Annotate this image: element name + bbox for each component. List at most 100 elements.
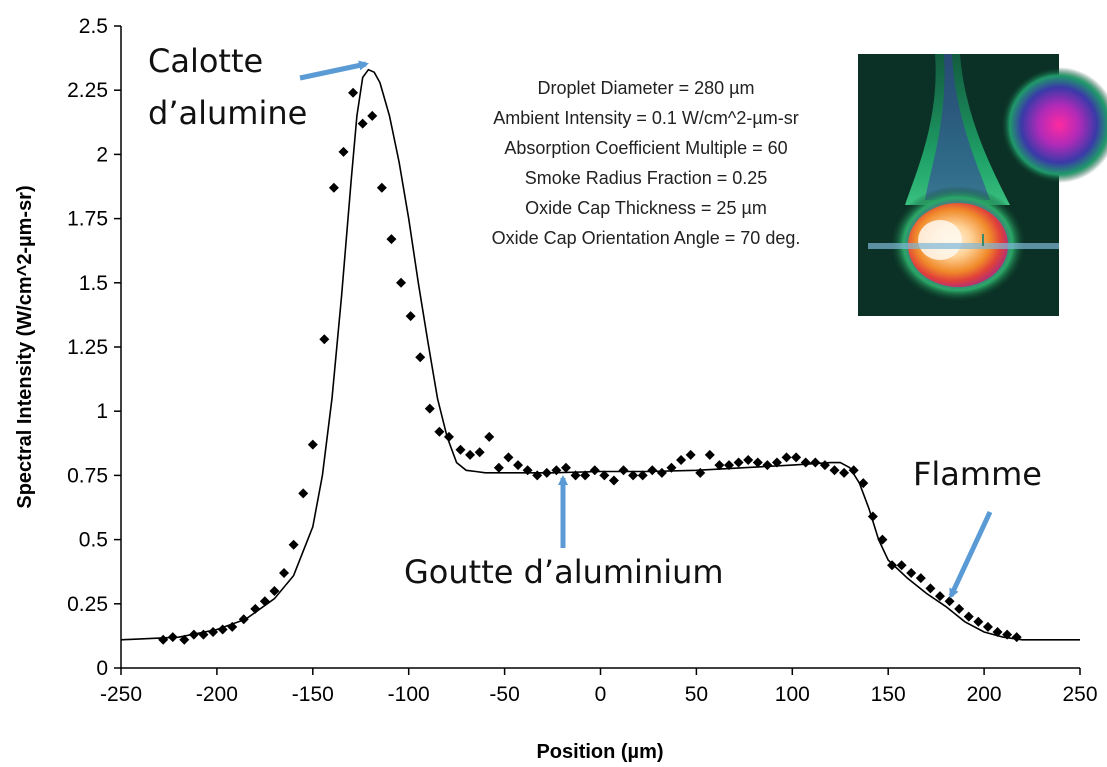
data-point	[208, 627, 219, 638]
x-axis-title: Position (µm)	[536, 741, 663, 763]
data-point	[179, 634, 190, 645]
y-tick-label: 2.5	[79, 15, 108, 38]
y-ticks: 0 0.25 0.5 0.75 1 1.25 1.5 1.75 2 2.25 2.5	[67, 15, 121, 680]
y-tick-label: 2.25	[67, 79, 108, 102]
data-point	[338, 146, 349, 157]
y-tick-label: 0	[96, 657, 108, 680]
param-smoke-radius-fraction: Smoke Radius Fraction = 0.25	[525, 168, 768, 188]
data-point	[348, 87, 359, 98]
data-point	[259, 596, 270, 607]
data-point	[560, 462, 571, 473]
annotations: Calotte d’alumine Goutte d’aluminium Fla…	[148, 42, 1042, 599]
data-point	[771, 457, 782, 468]
data-point	[915, 573, 926, 584]
data-point	[307, 439, 318, 450]
cap-label-line1: Calotte	[148, 42, 263, 80]
data-point	[839, 467, 850, 478]
param-oxide-cap-angle: Oxide Cap Orientation Angle = 70 deg.	[492, 228, 801, 248]
data-point	[666, 462, 677, 473]
flame-label: Flamme	[913, 455, 1042, 493]
data-point	[484, 431, 495, 442]
data-point	[934, 591, 945, 602]
data-point	[724, 460, 735, 471]
data-point	[944, 596, 955, 607]
data-point	[791, 452, 802, 463]
data-point	[493, 462, 504, 473]
x-ticks: -250 -200 -150 -100 -50 0 50 100 150 200 250	[100, 668, 1098, 706]
data-point	[896, 560, 907, 571]
data-point	[599, 470, 610, 481]
model-curve	[120, 68, 1080, 641]
data-point	[551, 465, 562, 476]
x-tick-label: 150	[871, 683, 906, 706]
x-tick-label: 250	[1062, 683, 1097, 706]
data-point	[656, 467, 667, 478]
data-point	[743, 454, 754, 465]
data-point	[733, 457, 744, 468]
x-tick-label: -250	[100, 683, 142, 706]
param-ambient-intensity: Ambient Intensity = 0.1 W/cm^2-µm-sr	[493, 108, 798, 128]
data-point	[963, 611, 974, 622]
data-point	[877, 534, 888, 545]
data-point	[503, 452, 514, 463]
data-point	[647, 465, 658, 476]
data-point	[357, 118, 368, 129]
data-point	[188, 629, 199, 640]
param-oxide-cap-thickness: Oxide Cap Thickness = 25 µm	[525, 198, 767, 218]
measured-points	[158, 87, 1022, 645]
x-tick-label: -150	[292, 683, 334, 706]
data-point	[1002, 629, 1013, 640]
data-point	[424, 403, 435, 414]
data-point	[522, 465, 533, 476]
data-point	[618, 465, 629, 476]
data-point	[376, 182, 387, 193]
cap-label-line2: d’alumine	[148, 94, 307, 132]
data-point	[367, 110, 378, 121]
data-point	[973, 616, 984, 627]
data-point	[465, 449, 476, 460]
data-point	[238, 614, 249, 625]
data-point	[848, 465, 859, 476]
data-point	[829, 465, 840, 476]
data-point	[608, 475, 619, 486]
data-point	[580, 470, 591, 481]
y-tick-label: 2	[96, 143, 108, 166]
data-point	[250, 603, 261, 614]
data-point	[887, 560, 898, 571]
data-point	[455, 444, 466, 455]
data-point	[443, 431, 454, 442]
data-point	[800, 457, 811, 468]
x-tick-label: 200	[967, 683, 1002, 706]
data-point	[396, 277, 407, 288]
data-point	[762, 460, 773, 471]
data-point	[819, 460, 830, 471]
data-point	[676, 454, 687, 465]
data-point	[513, 460, 524, 471]
parameter-block: Droplet Diameter = 280 µm Ambient Intens…	[492, 78, 801, 248]
y-tick-label: 0.5	[79, 529, 108, 552]
data-point	[637, 470, 648, 481]
data-point	[434, 426, 445, 437]
data-point	[198, 629, 209, 640]
y-axis-title: Spectral Intensity (W/cm^2-µm-sr)	[14, 185, 36, 508]
data-point	[628, 470, 639, 481]
flame-arrow	[948, 510, 993, 599]
x-tick-label: 0	[595, 683, 607, 706]
x-tick-label: -50	[489, 683, 519, 706]
x-tick-label: -100	[388, 683, 430, 706]
x-tick-label: 100	[775, 683, 810, 706]
x-tick-label: 50	[685, 683, 708, 706]
droplet-label: Goutte d’aluminium	[404, 553, 724, 591]
x-tick-label: -200	[196, 683, 238, 706]
data-point	[532, 470, 543, 481]
data-point	[992, 627, 1003, 638]
data-point	[474, 447, 485, 458]
droplet-emission-image	[858, 54, 1107, 316]
data-point	[867, 511, 878, 522]
y-tick-label: 1	[96, 400, 108, 423]
data-point	[704, 449, 715, 460]
data-point	[167, 632, 178, 643]
data-point	[288, 539, 299, 550]
data-point	[954, 603, 965, 614]
data-point	[217, 624, 228, 635]
